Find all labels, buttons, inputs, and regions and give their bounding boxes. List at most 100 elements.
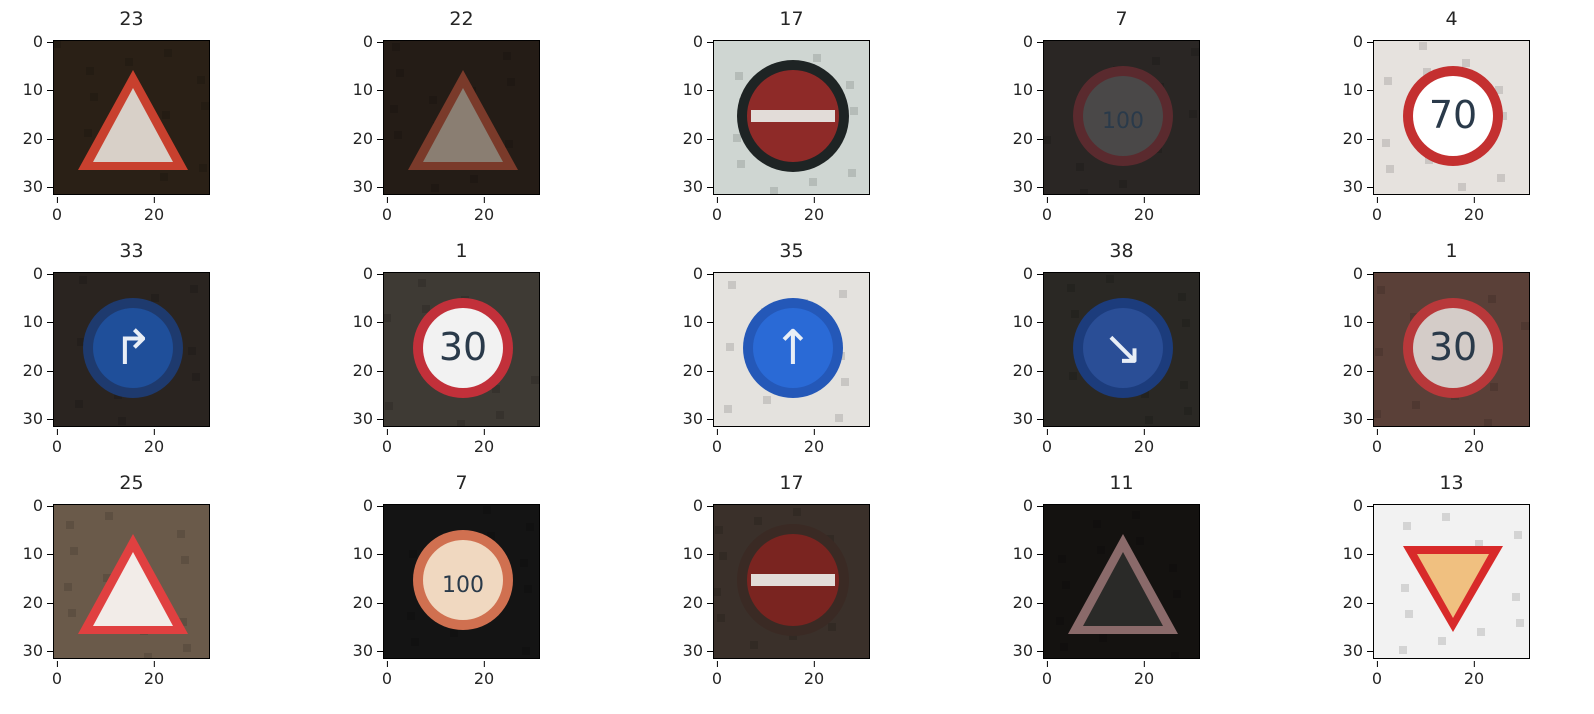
y-tick-label: 0 (363, 498, 384, 514)
x-tick-label: 20 (804, 197, 824, 223)
traffic-sign-image (1373, 504, 1530, 659)
y-tick-label: 10 (23, 314, 54, 330)
y-tick-label: 10 (1343, 314, 1374, 330)
panel-title: 17 (779, 472, 804, 494)
panel-title: 7 (1115, 8, 1128, 30)
x-tick-label: 0 (712, 197, 722, 223)
y-tick-label: 10 (353, 82, 384, 98)
panel-title: 13 (1439, 472, 1464, 494)
panel-title: 33 (119, 240, 144, 262)
traffic-sign-image (1043, 504, 1200, 659)
traffic-sign-image: ↱ (53, 272, 210, 427)
y-tick-label: 30 (1013, 643, 1044, 659)
y-tick-label: 30 (1343, 411, 1374, 427)
x-tick-label: 20 (1464, 197, 1484, 223)
image-panel: 13 0 10 20 30 0 20 (1320, 464, 1530, 696)
sign-picture: 30 (383, 272, 540, 427)
y-tick-label: 20 (353, 131, 384, 147)
x-tick-label: 20 (1464, 661, 1484, 687)
panel-title: 7 (455, 472, 468, 494)
y-tick-label: 0 (693, 34, 714, 50)
image-panel: 25 0 10 20 30 0 20 (0, 464, 210, 696)
panel-title: 11 (1109, 472, 1134, 494)
image-panel: 7 100 0 10 20 30 0 20 (990, 0, 1200, 232)
y-tick-label: 0 (1023, 498, 1044, 514)
y-tick-label: 20 (23, 363, 54, 379)
panel-title: 1 (1445, 240, 1458, 262)
x-tick-label: 20 (804, 429, 824, 455)
panel-title: 1 (455, 240, 468, 262)
image-panel: 4 70 0 10 20 30 0 20 (1320, 0, 1530, 232)
x-tick-label: 0 (712, 661, 722, 687)
svg-text:↱: ↱ (113, 320, 153, 376)
image-panel: 22 0 10 20 30 0 20 (330, 0, 540, 232)
y-tick-label: 30 (353, 179, 384, 195)
image-panel: 17 0 10 20 30 0 20 (660, 0, 870, 232)
image-panel: 1 30 0 10 20 30 0 20 (1320, 232, 1530, 464)
y-tick-label: 0 (363, 266, 384, 282)
traffic-sign-image (383, 40, 540, 195)
sign-picture (383, 40, 540, 195)
x-tick-label: 20 (1464, 429, 1484, 455)
y-tick-label: 10 (1343, 82, 1374, 98)
y-tick-label: 10 (23, 546, 54, 562)
y-tick-label: 30 (353, 643, 384, 659)
x-tick-label: 20 (1134, 661, 1154, 687)
y-tick-label: 20 (23, 131, 54, 147)
y-tick-label: 10 (23, 82, 54, 98)
image-panel: 35 ↑ 0 10 20 30 0 20 (660, 232, 870, 464)
y-tick-label: 0 (693, 498, 714, 514)
y-tick-label: 10 (1013, 314, 1044, 330)
sign-picture (713, 40, 870, 195)
y-tick-label: 30 (1013, 179, 1044, 195)
x-tick-label: 20 (474, 197, 494, 223)
y-tick-label: 0 (693, 266, 714, 282)
y-tick-label: 20 (1013, 363, 1044, 379)
y-tick-label: 20 (353, 595, 384, 611)
svg-text:70: 70 (1429, 93, 1477, 137)
y-tick-label: 20 (353, 363, 384, 379)
x-tick-label: 0 (1372, 197, 1382, 223)
y-tick-label: 30 (353, 411, 384, 427)
sign-picture (1373, 504, 1530, 659)
image-panel: 11 0 10 20 30 0 20 (990, 464, 1200, 696)
y-tick-label: 30 (1343, 179, 1374, 195)
panel-title: 38 (1109, 240, 1134, 262)
y-tick-label: 30 (1343, 643, 1374, 659)
y-tick-label: 0 (1023, 266, 1044, 282)
traffic-sign-image (713, 40, 870, 195)
x-tick-label: 20 (804, 661, 824, 687)
traffic-sign-image: ↘ (1043, 272, 1200, 427)
y-tick-label: 30 (683, 411, 714, 427)
image-panel: 17 0 10 20 30 0 20 (660, 464, 870, 696)
y-tick-label: 0 (33, 498, 54, 514)
x-tick-label: 0 (52, 429, 62, 455)
y-tick-label: 30 (23, 643, 54, 659)
y-tick-label: 30 (23, 179, 54, 195)
y-tick-label: 20 (1013, 595, 1044, 611)
x-tick-label: 0 (1042, 197, 1052, 223)
sign-picture: ↑ (713, 272, 870, 427)
y-tick-label: 0 (363, 34, 384, 50)
traffic-sign-image: ↑ (713, 272, 870, 427)
image-panel: 1 30 0 10 20 30 0 20 (330, 232, 540, 464)
traffic-sign-image: 70 (1373, 40, 1530, 195)
y-tick-label: 20 (683, 131, 714, 147)
sign-picture: ↱ (53, 272, 210, 427)
y-tick-label: 10 (1343, 546, 1374, 562)
sign-picture: 100 (383, 504, 540, 659)
y-tick-label: 30 (1013, 411, 1044, 427)
x-tick-label: 0 (1042, 661, 1052, 687)
panel-title: 23 (119, 8, 144, 30)
x-tick-label: 0 (52, 661, 62, 687)
panel-title: 4 (1445, 8, 1458, 30)
x-tick-label: 0 (382, 197, 392, 223)
sign-picture (1043, 504, 1200, 659)
traffic-sign-image: 30 (383, 272, 540, 427)
svg-text:↑: ↑ (773, 320, 813, 376)
x-tick-label: 20 (144, 429, 164, 455)
y-tick-label: 10 (1013, 546, 1044, 562)
panel-title: 35 (779, 240, 804, 262)
y-tick-label: 0 (33, 266, 54, 282)
